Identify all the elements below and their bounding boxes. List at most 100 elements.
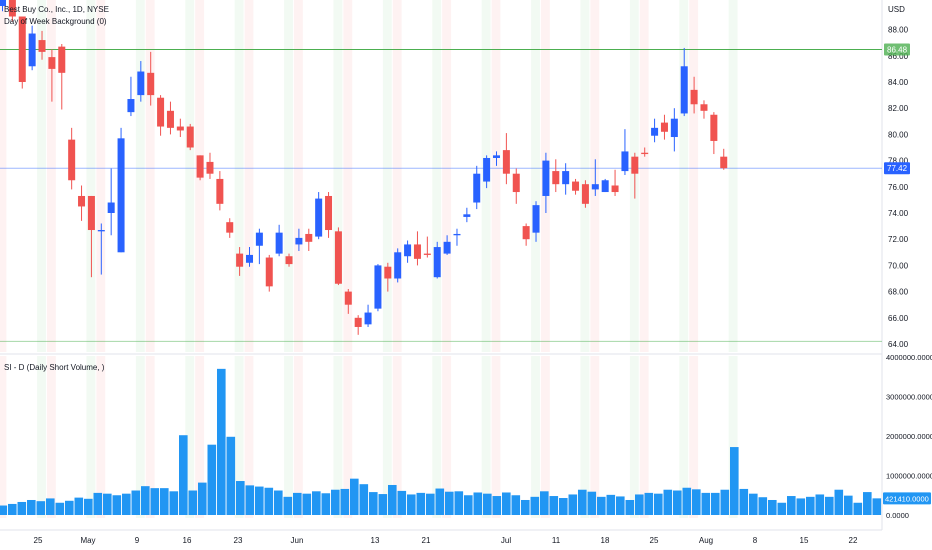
short-volume-bar[interactable]: [74, 497, 84, 515]
short-volume-bar[interactable]: [825, 496, 834, 515]
candle-body[interactable]: [236, 253, 244, 267]
candle-body[interactable]: [453, 233, 461, 236]
short-volume-bar[interactable]: [27, 499, 36, 515]
candle-body[interactable]: [285, 256, 293, 265]
short-volume-bar[interactable]: [597, 496, 606, 515]
short-volume-bar[interactable]: [169, 491, 179, 515]
candle-body[interactable]: [473, 173, 481, 203]
candle-body[interactable]: [522, 226, 530, 240]
candle-body[interactable]: [621, 151, 629, 172]
candle-body[interactable]: [512, 173, 520, 193]
candle-body[interactable]: [216, 178, 224, 204]
candle-body[interactable]: [246, 254, 253, 263]
candle-body[interactable]: [394, 252, 402, 279]
short-volume-bar[interactable]: [36, 501, 46, 515]
short-volume-bar[interactable]: [283, 496, 293, 515]
short-volume-bar[interactable]: [131, 490, 141, 515]
candle-body[interactable]: [196, 155, 204, 178]
short-volume-bar[interactable]: [530, 496, 540, 515]
short-volume-bar[interactable]: [350, 478, 359, 515]
candle-body[interactable]: [423, 253, 431, 255]
short-volume-bar[interactable]: [150, 488, 160, 515]
candle-body[interactable]: [334, 231, 342, 284]
candle-body[interactable]: [68, 139, 76, 181]
short-volume-bar[interactable]: [122, 493, 131, 515]
short-volume-bar[interactable]: [454, 491, 464, 515]
short-volume-bar[interactable]: [0, 505, 8, 515]
short-volume-bar[interactable]: [340, 488, 350, 515]
short-volume-bar[interactable]: [844, 495, 853, 515]
candle-body[interactable]: [404, 244, 412, 257]
candle-body[interactable]: [670, 118, 678, 138]
candle-body[interactable]: [305, 233, 313, 242]
short-volume-bar[interactable]: [673, 490, 682, 515]
short-volume-bar[interactable]: [188, 490, 198, 515]
candle-body[interactable]: [413, 244, 421, 259]
short-volume-bar[interactable]: [435, 488, 445, 515]
short-volume-bar[interactable]: [321, 493, 331, 515]
candle-body[interactable]: [48, 57, 56, 69]
short-volume-bar[interactable]: [65, 500, 74, 515]
candle-body[interactable]: [502, 150, 510, 174]
short-volume-bar[interactable]: [103, 493, 112, 515]
short-volume-bar[interactable]: [654, 493, 663, 515]
candle-body[interactable]: [295, 237, 303, 245]
short-volume-bar[interactable]: [549, 496, 559, 515]
short-volume-bar[interactable]: [236, 481, 245, 515]
candle-body[interactable]: [97, 230, 105, 232]
candle-body[interactable]: [532, 205, 540, 233]
short-volume-bar[interactable]: [473, 492, 483, 515]
short-volume-bar[interactable]: [397, 490, 407, 515]
candle-body[interactable]: [265, 257, 273, 287]
candle-body[interactable]: [591, 184, 599, 190]
short-volume-bar[interactable]: [559, 498, 568, 515]
short-volume-bar[interactable]: [758, 497, 768, 515]
short-volume-bar[interactable]: [274, 490, 283, 515]
short-volume-bar[interactable]: [207, 444, 217, 515]
short-volume-bar[interactable]: [93, 492, 103, 515]
candle-body[interactable]: [374, 265, 382, 309]
candle-body[interactable]: [433, 247, 441, 278]
short-volume-bar[interactable]: [255, 486, 264, 515]
short-volume-bar[interactable]: [407, 494, 416, 515]
short-volume-bar[interactable]: [226, 436, 236, 515]
candle-body[interactable]: [710, 114, 718, 141]
candle-body[interactable]: [186, 126, 194, 148]
candle-body[interactable]: [384, 266, 392, 279]
short-volume-bar[interactable]: [502, 492, 511, 515]
candle-body[interactable]: [157, 97, 165, 127]
short-volume-bar[interactable]: [777, 502, 787, 515]
short-volume-bar[interactable]: [701, 492, 711, 515]
candle-body[interactable]: [28, 33, 36, 67]
candle-body[interactable]: [443, 241, 451, 254]
candle-body[interactable]: [542, 160, 550, 196]
short-volume-bar[interactable]: [17, 501, 27, 515]
short-volume-bar[interactable]: [644, 492, 654, 515]
short-volume-bar[interactable]: [84, 498, 93, 515]
candle-body[interactable]: [680, 66, 688, 114]
short-volume-bar[interactable]: [815, 494, 825, 515]
short-volume-bar[interactable]: [739, 488, 749, 515]
candle-body[interactable]: [562, 171, 570, 185]
short-volume-bar[interactable]: [749, 493, 758, 515]
short-volume-bar[interactable]: [606, 494, 616, 515]
short-volume-bar[interactable]: [112, 495, 122, 515]
short-volume-bar[interactable]: [302, 493, 312, 515]
candle-body[interactable]: [166, 110, 174, 128]
candle-body[interactable]: [552, 171, 560, 185]
candle-body[interactable]: [137, 71, 145, 96]
short-volume-bar[interactable]: [416, 492, 426, 515]
short-volume-bar[interactable]: [245, 485, 255, 515]
short-volume-bar[interactable]: [540, 491, 549, 515]
candle-body[interactable]: [344, 291, 352, 305]
short-volume-bar[interactable]: [217, 368, 226, 515]
short-volume-bar[interactable]: [359, 484, 369, 515]
candle-body[interactable]: [107, 202, 115, 213]
candle-body[interactable]: [206, 161, 214, 174]
short-volume-bar[interactable]: [768, 499, 777, 515]
short-volume-bar[interactable]: [568, 494, 578, 515]
short-volume-bar[interactable]: [616, 496, 625, 515]
short-volume-bar[interactable]: [388, 484, 397, 515]
short-volume-bar[interactable]: [198, 482, 207, 515]
candle-body[interactable]: [690, 89, 698, 105]
